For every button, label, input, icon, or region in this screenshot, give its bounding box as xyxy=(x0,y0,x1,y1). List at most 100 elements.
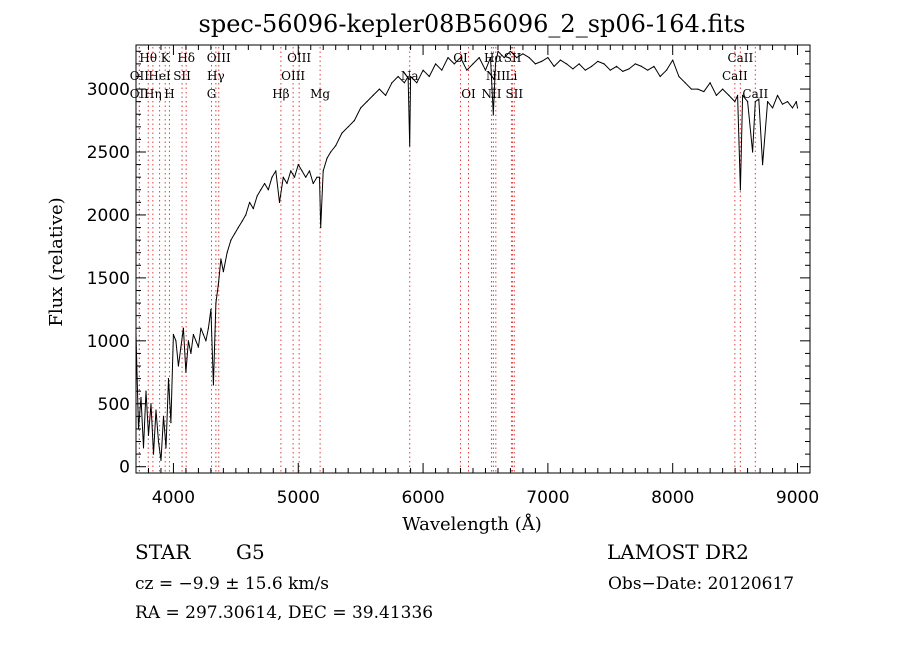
spectrum-point xyxy=(217,283,219,285)
spectrum-point xyxy=(286,182,288,185)
spectrum-point xyxy=(795,101,797,103)
y-tick-label: 1500 xyxy=(87,269,130,289)
spectrum-point xyxy=(709,82,711,84)
spectrum-point xyxy=(341,132,343,134)
spectrum-point xyxy=(190,352,192,355)
y-tick-label: 2500 xyxy=(87,143,130,163)
spectrum-point xyxy=(177,365,180,367)
spectrum-point xyxy=(385,94,387,96)
survey-name: LAMOST DR2 xyxy=(607,540,749,564)
spectrum-point xyxy=(195,340,197,342)
spectrum-point xyxy=(771,107,774,109)
line-marker-label: CaII xyxy=(727,51,753,65)
spectrum-point xyxy=(301,170,303,172)
spectrum-point xyxy=(197,346,200,348)
plot-frame xyxy=(135,44,811,474)
spectrum-point xyxy=(766,101,769,103)
spectrum-point xyxy=(147,434,150,436)
spectrum-point xyxy=(205,340,207,342)
spectrum-point xyxy=(378,88,380,90)
spectrum-point xyxy=(407,75,409,78)
y-tick-label: 1000 xyxy=(87,332,130,352)
spectrum-point xyxy=(312,182,314,185)
spectrum-point xyxy=(728,94,730,96)
spectrum-point xyxy=(409,145,411,147)
spectrum-point xyxy=(497,50,499,52)
spectrum-point xyxy=(230,239,232,241)
spectrum-point xyxy=(684,82,686,84)
spectrum-point xyxy=(182,327,185,329)
line-marker-label: Hδ xyxy=(177,51,195,65)
line-marker-label: OI xyxy=(461,87,476,101)
spectrum-point xyxy=(403,82,405,84)
line-marker-label: HeI xyxy=(148,69,171,83)
y-tick-label: 3000 xyxy=(87,80,130,100)
x-axis-label: Wavelength (Å) xyxy=(402,513,542,535)
spectrum-point xyxy=(282,176,284,178)
object-class: STAR xyxy=(135,540,191,564)
spectrum-point xyxy=(192,333,195,336)
spectrum-point xyxy=(541,60,543,62)
spectrum-point xyxy=(271,176,273,178)
spectrum-point xyxy=(267,189,269,191)
spectrum-point xyxy=(160,459,162,462)
line-marker-label: OII xyxy=(130,87,150,101)
spectrum-point xyxy=(170,422,172,424)
spectrum-point xyxy=(647,69,649,71)
spectrum-point xyxy=(703,90,705,93)
spectrum-point xyxy=(489,56,492,59)
spectrum-point xyxy=(578,63,580,65)
spectrum-point xyxy=(152,453,155,455)
spectrum-point xyxy=(751,151,754,153)
spectrum-point xyxy=(484,69,487,71)
line-marker-label: SII xyxy=(173,69,191,83)
spectrum-point xyxy=(187,340,190,342)
spectrum-point xyxy=(278,201,281,203)
spectrum-point xyxy=(534,63,537,65)
x-tick-label: 5000 xyxy=(277,488,320,508)
spectrum-point xyxy=(142,447,145,449)
spectrum-point xyxy=(796,107,799,109)
line-marker-label: H xyxy=(164,87,174,101)
spectrum-point xyxy=(202,333,204,336)
spectrum-point xyxy=(478,56,480,59)
spectrum-point xyxy=(640,65,643,67)
spectrum-point xyxy=(220,258,222,260)
spectrum-point xyxy=(180,346,182,348)
x-tick-label: 9000 xyxy=(776,488,819,508)
spectrum-point xyxy=(746,101,749,103)
y-tick-label: 500 xyxy=(98,395,130,415)
line-marker-label: OIII xyxy=(281,69,305,83)
spectrum-point xyxy=(212,384,214,386)
spectrum-point xyxy=(318,176,321,178)
spectrum-point xyxy=(509,50,512,52)
spectrum-point xyxy=(665,69,668,71)
spectrum-point xyxy=(697,88,699,90)
spectrum-point xyxy=(237,226,239,229)
spectrum-point xyxy=(609,69,611,71)
spectrum-point xyxy=(590,65,593,67)
spectrum-point xyxy=(715,94,717,96)
spectrum-point xyxy=(737,94,739,96)
spectrum-point xyxy=(260,189,262,191)
spectrum-point xyxy=(391,82,393,84)
spectrum-point xyxy=(167,377,170,380)
y-axis-label: Flux (relative) xyxy=(46,197,67,326)
spectrum-point xyxy=(742,94,744,96)
line-marker-label: CaII xyxy=(742,87,768,101)
line-marker-label: Hη xyxy=(144,87,162,101)
spectrum-point xyxy=(441,69,443,71)
spectrum-point xyxy=(320,226,322,229)
spectrum-point xyxy=(322,170,324,172)
spectrum-point xyxy=(572,68,574,70)
spectrum-point xyxy=(566,63,568,65)
line-marker-label: G xyxy=(207,87,217,101)
spectrum-point xyxy=(330,151,332,153)
object-subclass: G5 xyxy=(236,540,265,564)
spectral-line-markers xyxy=(138,47,756,473)
spectrum-point xyxy=(634,63,636,65)
line-marker-label: K xyxy=(161,51,171,65)
spectrum-point xyxy=(559,59,561,61)
spectrum-point xyxy=(547,56,549,59)
